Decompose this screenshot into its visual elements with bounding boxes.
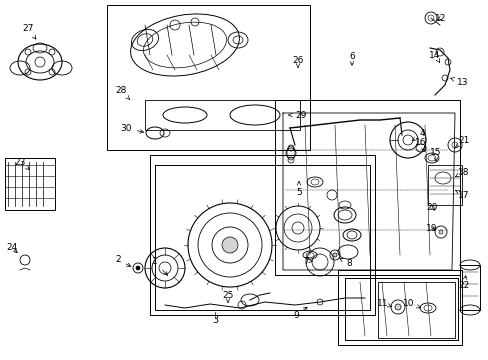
Text: 7: 7 — [303, 256, 312, 266]
Text: 11: 11 — [376, 298, 391, 307]
Text: 3: 3 — [211, 315, 218, 325]
Text: 2: 2 — [115, 256, 131, 266]
Bar — [107, 5, 309, 150]
Bar — [150, 155, 374, 315]
Text: 12: 12 — [434, 14, 446, 23]
Text: 23: 23 — [14, 158, 29, 170]
Text: 18: 18 — [454, 167, 469, 177]
Text: 30: 30 — [120, 123, 143, 133]
Circle shape — [136, 266, 140, 270]
Text: 20: 20 — [426, 202, 437, 212]
Bar — [274, 100, 459, 275]
Text: 16: 16 — [414, 138, 426, 152]
Circle shape — [394, 304, 400, 310]
Bar — [145, 100, 299, 130]
Text: 25: 25 — [222, 291, 233, 302]
Bar — [459, 265, 479, 310]
Text: 22: 22 — [457, 276, 468, 289]
Text: 13: 13 — [450, 77, 468, 86]
Text: 10: 10 — [403, 298, 420, 308]
Circle shape — [332, 253, 336, 257]
Text: 29: 29 — [288, 111, 306, 120]
Text: 26: 26 — [292, 55, 303, 67]
Bar — [427, 165, 461, 205]
Text: 9: 9 — [292, 307, 306, 320]
Bar — [337, 270, 461, 345]
Text: 24: 24 — [6, 243, 18, 253]
Text: 27: 27 — [22, 23, 36, 39]
Text: 14: 14 — [428, 50, 440, 63]
Text: 4: 4 — [412, 129, 424, 141]
Text: 1: 1 — [152, 257, 167, 275]
Text: 28: 28 — [115, 86, 129, 99]
Text: 5: 5 — [296, 181, 301, 197]
Bar — [5, 158, 55, 210]
Text: 8: 8 — [339, 258, 351, 267]
Circle shape — [438, 230, 442, 234]
Text: 19: 19 — [426, 224, 437, 233]
Bar — [377, 282, 454, 338]
Text: 21: 21 — [455, 135, 469, 148]
Text: 17: 17 — [454, 190, 469, 199]
Text: 15: 15 — [429, 148, 441, 161]
Text: 6: 6 — [348, 51, 354, 65]
Circle shape — [222, 237, 238, 253]
